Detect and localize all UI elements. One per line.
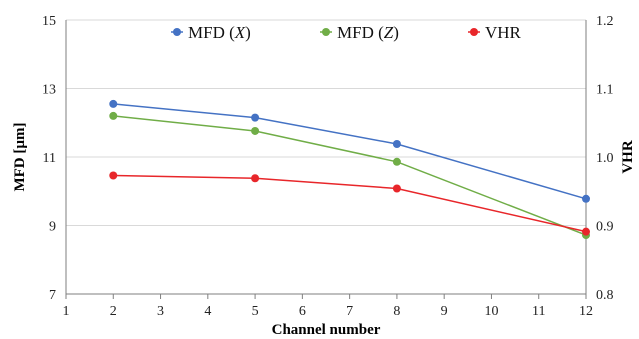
legend: MFD (X) MFD (Z) VHR bbox=[171, 23, 522, 42]
data-point-1-2 bbox=[392, 157, 401, 166]
series-line-2 bbox=[113, 174, 587, 233]
legend-swatch-marker-0 bbox=[173, 28, 181, 36]
series-layer bbox=[109, 99, 590, 240]
series-line-1 bbox=[113, 115, 587, 236]
x-tick-label-6: 6 bbox=[299, 304, 306, 319]
gridlines bbox=[66, 19, 586, 226]
x-tick-label-1: 1 bbox=[63, 304, 70, 319]
y-tick-label-13: 13 bbox=[42, 83, 56, 98]
y-tick-label-7: 7 bbox=[49, 288, 56, 303]
x-tick-label-10: 10 bbox=[484, 304, 498, 319]
x-tick-label-11: 11 bbox=[532, 304, 545, 319]
legend-label-1: MFD (Z) bbox=[337, 23, 399, 42]
legend-swatch-marker-2 bbox=[470, 28, 478, 36]
legend-label-0: MFD (X) bbox=[188, 23, 251, 42]
data-point-2-1 bbox=[251, 174, 260, 183]
data-point-0-0 bbox=[109, 99, 118, 108]
x-tick-label-9: 9 bbox=[441, 304, 448, 319]
x-tick-label-5: 5 bbox=[252, 304, 259, 319]
data-point-0-3 bbox=[582, 194, 590, 203]
x-tick-label-3: 3 bbox=[157, 304, 164, 319]
x-axis-title: Channel number bbox=[272, 322, 381, 338]
y2-tick-label-1.0: 1.0 bbox=[596, 151, 614, 166]
x-tick-label-4: 4 bbox=[204, 304, 211, 319]
legend-label-2: VHR bbox=[485, 23, 522, 42]
y-tick-label-15: 15 bbox=[42, 14, 56, 29]
data-point-1-0 bbox=[109, 111, 118, 120]
axes bbox=[65, 20, 587, 299]
data-point-2-2 bbox=[392, 184, 401, 193]
x-tick-label-12: 12 bbox=[579, 304, 593, 319]
y-tick-label-9: 9 bbox=[49, 220, 56, 235]
y2-tick-label-0.9: 0.9 bbox=[596, 220, 614, 235]
y2-tick-label-1.2: 1.2 bbox=[596, 14, 614, 29]
x-tick-label-2: 2 bbox=[110, 304, 117, 319]
data-point-2-3 bbox=[582, 227, 590, 236]
series-line-0 bbox=[113, 103, 587, 200]
data-point-1-1 bbox=[251, 126, 260, 135]
y-tick-label-11: 11 bbox=[43, 151, 56, 166]
y2-tick-label-1.1: 1.1 bbox=[596, 83, 614, 98]
y2-axis-title: VHR bbox=[620, 140, 636, 174]
legend-swatch-marker-1 bbox=[322, 28, 330, 36]
data-point-2-0 bbox=[109, 171, 118, 180]
y-axis-title: MFD [µm] bbox=[12, 122, 28, 191]
x-tick-label-8: 8 bbox=[393, 304, 400, 319]
data-point-0-2 bbox=[392, 139, 401, 148]
y2-tick-label-0.8: 0.8 bbox=[596, 288, 614, 303]
x-tick-label-7: 7 bbox=[346, 304, 353, 319]
data-point-0-1 bbox=[251, 113, 260, 122]
